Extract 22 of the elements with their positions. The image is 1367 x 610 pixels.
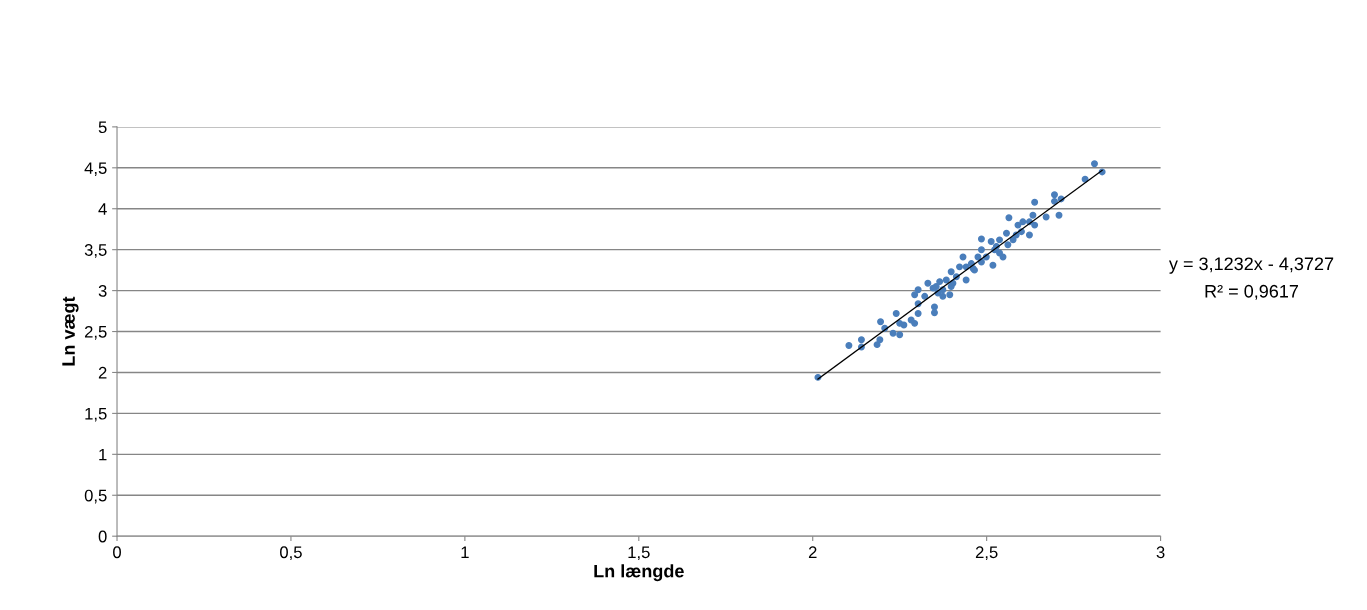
y-tick-label: 5: [98, 121, 107, 134]
y-tick-label: 1,5: [85, 407, 107, 422]
x-tick-label: 1: [461, 546, 469, 558]
y-tick-label: 3,5: [84, 244, 107, 258]
y-tick-label: 4,5: [84, 162, 107, 176]
text: y = 3,1232x - 4,3727: [1168, 257, 1334, 274]
y-axis-title: Ln vægt: [62, 296, 79, 366]
text: R² = 0,9617: [1205, 284, 1299, 300]
y-tick-label: 3: [98, 285, 107, 297]
y-tick-label: 4: [98, 203, 107, 215]
x-tick-label: 2: [808, 546, 817, 558]
y-tick-label: 2: [98, 366, 107, 379]
y-tick-label: 0,5: [84, 489, 107, 504]
y-tick-label: 2,5: [84, 325, 107, 340]
x-tick-label: 1,5: [628, 546, 650, 561]
x-axis-title: Ln længde: [594, 564, 684, 582]
x-tick-label: 0: [113, 546, 121, 559]
x-tick-label: 3: [1156, 546, 1165, 559]
x-tick-label: 2,5: [975, 546, 998, 561]
y-tick-label: 0: [98, 530, 107, 543]
y-tick-label: 1: [99, 448, 107, 461]
x-tick-label: 0,5: [280, 546, 302, 561]
